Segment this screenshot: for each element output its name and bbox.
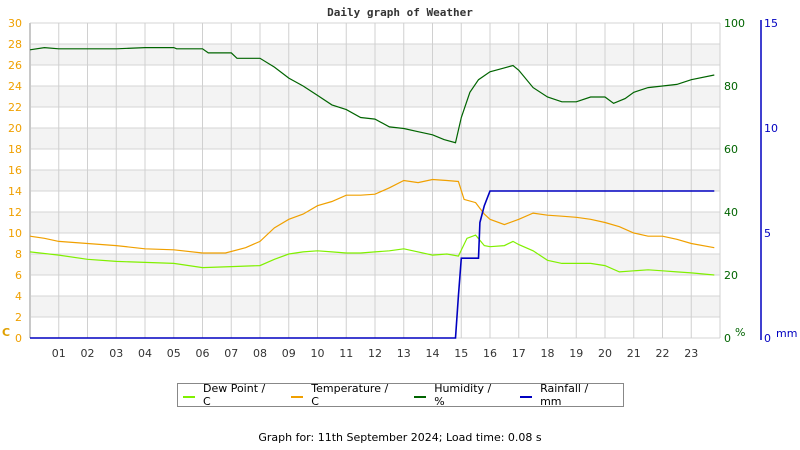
data-series (29, 46, 715, 339)
svg-text:09: 09 (282, 347, 296, 360)
svg-text:15: 15 (764, 17, 778, 30)
svg-text:10: 10 (8, 227, 22, 240)
svg-text:%: % (735, 326, 745, 339)
svg-text:03: 03 (109, 347, 123, 360)
weather-chart: Daily graph of Weather 02468101214161820… (2, 6, 797, 360)
svg-text:28: 28 (8, 38, 22, 51)
temperature-swatch-icon (291, 395, 304, 398)
rainfall-swatch-icon (520, 395, 533, 398)
svg-text:mm: mm (776, 327, 797, 340)
series-line (30, 190, 715, 339)
svg-text:2: 2 (15, 311, 22, 324)
svg-text:20: 20 (724, 269, 738, 282)
graph-footer: Graph for: 11th September 2024; Load tim… (258, 431, 542, 444)
svg-text:16: 16 (8, 164, 22, 177)
svg-text:02: 02 (81, 347, 95, 360)
legend-label: Humidity / % (434, 382, 492, 408)
svg-text:22: 22 (8, 101, 22, 114)
svg-text:21: 21 (627, 347, 641, 360)
svg-text:19: 19 (569, 347, 583, 360)
svg-text:11: 11 (339, 347, 353, 360)
humidity-axis: 0 20 40 60 80 100% (724, 17, 745, 345)
svg-text:5: 5 (764, 227, 771, 240)
svg-text:16: 16 (483, 347, 497, 360)
svg-text:24: 24 (8, 80, 22, 93)
svg-text:04: 04 (138, 347, 152, 360)
legend-item-temperature: Temperature / C (291, 382, 399, 408)
svg-text:30: 30 (8, 17, 22, 30)
svg-text:6: 6 (15, 269, 22, 282)
svg-text:4: 4 (15, 290, 22, 303)
svg-text:10: 10 (764, 122, 778, 135)
legend-label: Dew Point / C (202, 382, 266, 408)
svg-text:100: 100 (724, 17, 745, 30)
svg-text:10: 10 (311, 347, 325, 360)
svg-text:22: 22 (656, 347, 670, 360)
series-line (29, 178, 715, 254)
legend-item-rainfall: Rainfall / mm (520, 382, 613, 408)
svg-text:8: 8 (15, 248, 22, 261)
series-line (29, 46, 715, 144)
svg-text:14: 14 (8, 185, 22, 198)
legend-item-dew-point: Dew Point / C (183, 382, 276, 408)
svg-text:60: 60 (724, 143, 738, 156)
dew-point-swatch-icon (183, 395, 195, 398)
legend-label: Rainfall / mm (540, 382, 589, 408)
legend-item-humidity: Humidity / % (414, 382, 505, 408)
svg-text:14: 14 (426, 347, 440, 360)
hour-axis: 01 02 03 04 05 06 07 08 09 10 11 12 13 14 15 16 17 18 19 20… (52, 347, 699, 360)
svg-text:26: 26 (8, 59, 22, 72)
svg-text:0: 0 (15, 332, 22, 345)
svg-text:12: 12 (8, 206, 22, 219)
svg-text:18: 18 (541, 347, 555, 360)
chart-legend: Dew Point / C Temperature / C Humidity /… (177, 382, 624, 408)
svg-text:17: 17 (512, 347, 526, 360)
svg-text:12: 12 (368, 347, 382, 360)
svg-text:0: 0 (764, 332, 771, 345)
svg-text:20: 20 (598, 347, 612, 360)
svg-text:06: 06 (196, 347, 210, 360)
chart-title: Daily graph of Weather (327, 6, 473, 19)
svg-text:40: 40 (724, 206, 738, 219)
svg-text:80: 80 (724, 80, 738, 93)
svg-text:0: 0 (724, 332, 731, 345)
svg-text:13: 13 (397, 347, 411, 360)
series-line (29, 234, 715, 276)
svg-text:20: 20 (8, 122, 22, 135)
grid-lines (29, 22, 721, 339)
svg-text:23: 23 (684, 347, 698, 360)
svg-text:15: 15 (454, 347, 468, 360)
rainfall-axis: 0 5 10 15 mm (760, 17, 797, 345)
svg-text:01: 01 (52, 347, 66, 360)
humidity-swatch-icon (414, 395, 427, 398)
svg-text:07: 07 (224, 347, 238, 360)
svg-text:05: 05 (167, 347, 181, 360)
svg-text:18: 18 (8, 143, 22, 156)
svg-text:C: C (2, 326, 10, 339)
legend-label: Temperature / C (311, 382, 389, 408)
svg-text:08: 08 (253, 347, 267, 360)
